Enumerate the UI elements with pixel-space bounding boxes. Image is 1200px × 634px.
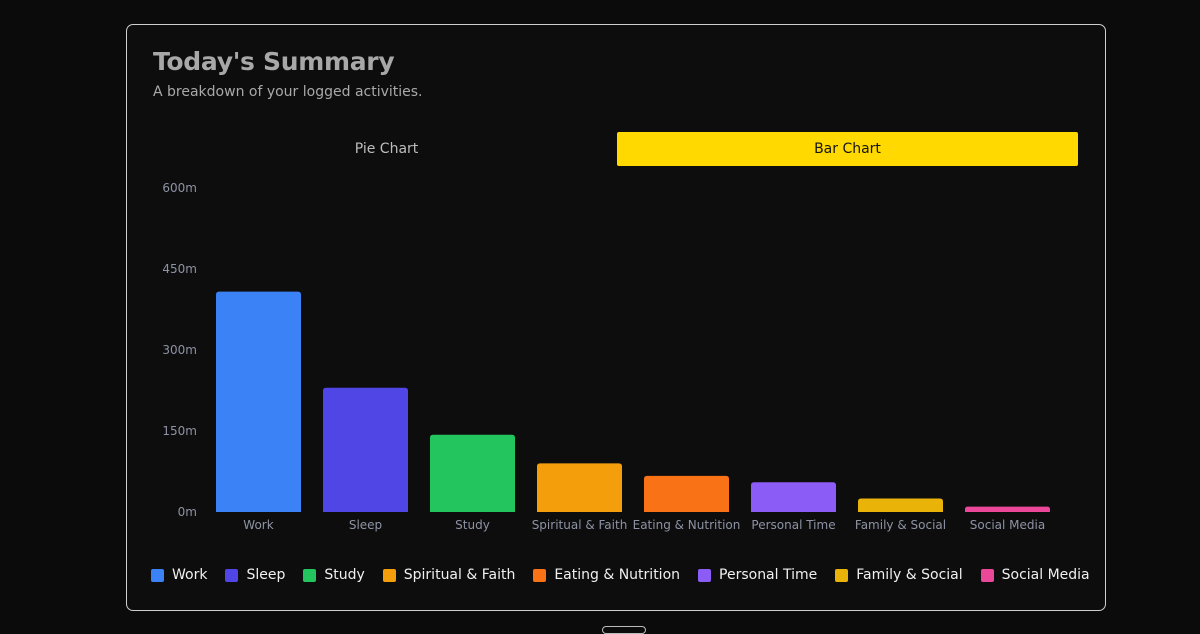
bar-study[interactable] (430, 434, 515, 512)
tab-bar-chart[interactable]: Bar Chart (617, 132, 1078, 166)
legend-label: Social Media (1001, 567, 1090, 583)
legend-label: Work (172, 567, 208, 583)
card-subtitle: A breakdown of your logged activities. (153, 84, 423, 100)
x-tick-label: Personal Time (751, 518, 835, 532)
legend-swatch (303, 568, 317, 582)
legend-label: Spiritual & Faith (403, 567, 516, 583)
bar-spiritual-faith[interactable] (537, 463, 622, 512)
tab-pie-chart[interactable]: Pie Chart (354, 141, 419, 157)
legend-item[interactable]: Social Media (980, 567, 1090, 583)
legend-item[interactable]: Spiritual & Faith (382, 567, 516, 583)
bar-chart: 0m 150m 300m 450m 600m Work Sleep Study Spiritua… (162, 181, 1050, 532)
bar-sleep[interactable] (323, 387, 408, 512)
legend-label: Study (324, 567, 365, 583)
y-tick-label: 150m (162, 424, 197, 438)
chart-type-tabs: Pie Chart Bar Chart (156, 132, 1078, 166)
legend-item[interactable]: Family & Social (835, 567, 963, 583)
x-tick-label: Spiritual & Faith (532, 518, 628, 532)
x-tick-label: Social Media (970, 518, 1045, 532)
y-tick-label: 450m (162, 262, 197, 276)
scroll-handle[interactable] (602, 626, 646, 634)
legend-swatch (225, 568, 239, 582)
x-tick-label: Eating & Nutrition (633, 518, 741, 532)
chart-legend: Work Sleep Study Spiritual & Faith Eating & … (151, 567, 1090, 583)
legend-item[interactable]: Study (303, 567, 365, 583)
x-tick-label: Work (243, 518, 273, 532)
y-tick-label: 300m (162, 343, 197, 357)
legend-swatch (382, 568, 396, 582)
legend-label: Sleep (246, 567, 286, 583)
legend-swatch (835, 568, 849, 582)
bar-eating-nutrition[interactable] (644, 475, 729, 512)
card-title: Today's Summary (153, 47, 395, 76)
y-tick-label: 0m (178, 505, 197, 519)
legend-swatch (151, 568, 164, 582)
legend-item[interactable]: Personal Time (698, 567, 817, 583)
bar-work[interactable] (216, 291, 301, 512)
bar-social-media[interactable] (965, 506, 1050, 512)
bar-family-social[interactable] (858, 498, 943, 513)
summary-card: Today's Summary A breakdown of your logg… (126, 24, 1106, 611)
y-tick-label: 600m (162, 181, 197, 195)
legend-item[interactable]: Sleep (225, 567, 285, 583)
legend-swatch (698, 568, 712, 582)
legend-swatch (533, 568, 547, 582)
legend-label: Eating & Nutrition (554, 567, 681, 583)
x-tick-label: Study (455, 518, 490, 532)
x-tick-label: Sleep (349, 518, 382, 532)
x-tick-label: Family & Social (855, 518, 946, 532)
legend-item[interactable]: Work (151, 567, 207, 583)
legend-label: Personal Time (719, 567, 818, 583)
legend-label: Family & Social (856, 567, 963, 583)
bar-personal-time[interactable] (751, 482, 836, 512)
legend-item[interactable]: Eating & Nutrition (533, 567, 680, 583)
legend-swatch (980, 568, 994, 582)
